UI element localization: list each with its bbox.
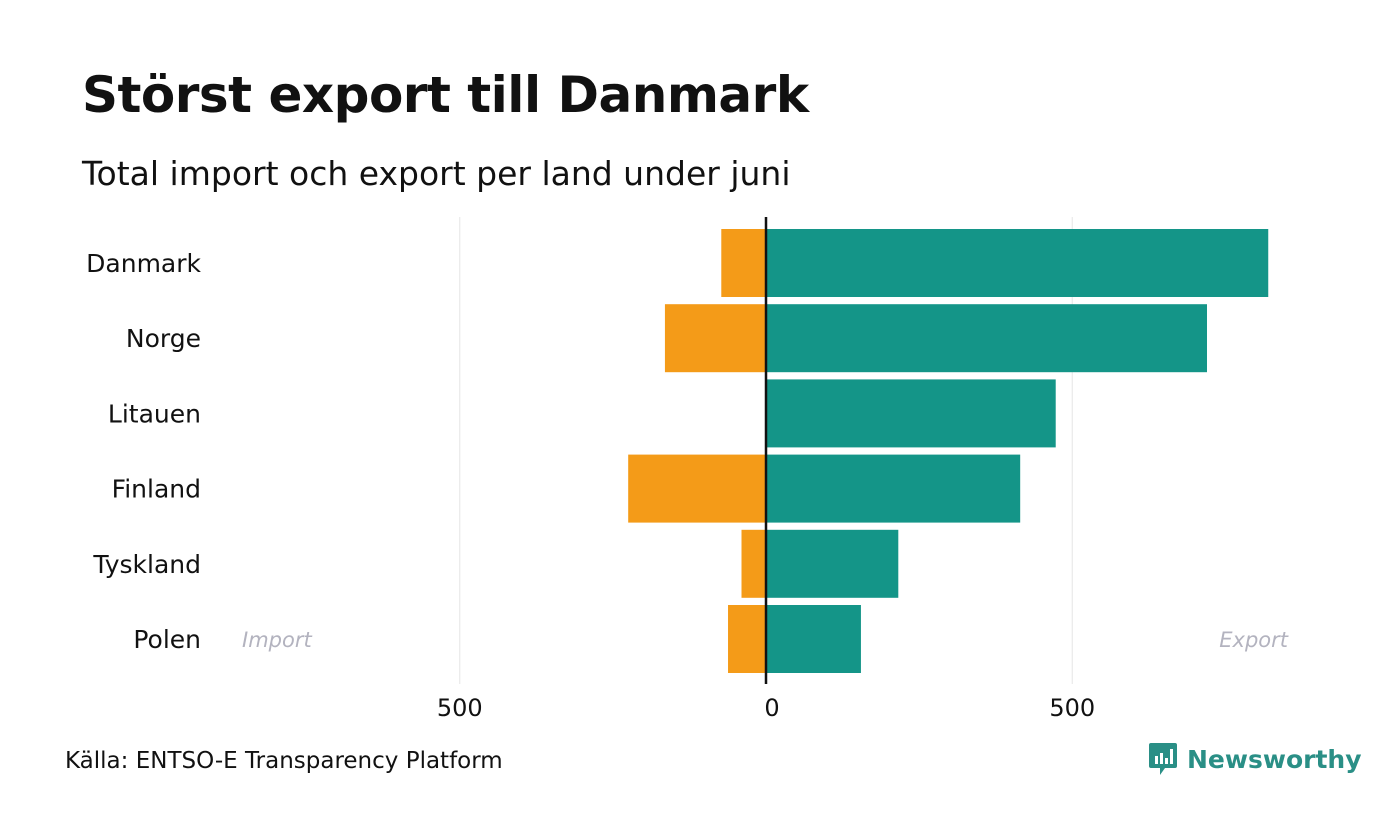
category-label: Polen [133,625,201,654]
x-tick-label: 500 [437,694,483,722]
x-tick-label: 500 [1049,694,1095,722]
category-label: Danmark [86,249,201,278]
export-side-label: Export [1219,628,1289,652]
import-bar [741,529,766,598]
category-label: Tyskland [92,550,201,579]
brand-logo: Newsworthy [1148,742,1362,776]
export-bar [766,454,1021,523]
export-bar [766,379,1056,448]
source-note: Källa: ENTSO-E Transparency Platform [65,748,503,774]
newsworthy-logo-icon [1149,743,1177,775]
chart-subtitle: Total import och export per land under j… [82,154,791,193]
category-label: Litauen [108,399,201,428]
export-bar [766,605,861,673]
category-label: Norge [126,324,201,353]
import-side-label: Import [242,628,312,652]
x-tick-label: 0 [764,694,779,722]
export-bar [766,529,899,598]
category-label: Finland [112,475,201,504]
import-bar [721,229,766,297]
chart-title: Störst export till Danmark [82,66,809,124]
export-bar [766,304,1207,373]
export-bar [766,229,1269,297]
brand-name: Newsworthy [1187,744,1362,774]
import-bar [728,605,766,673]
import-bar [628,454,766,523]
import-bar [664,304,766,373]
